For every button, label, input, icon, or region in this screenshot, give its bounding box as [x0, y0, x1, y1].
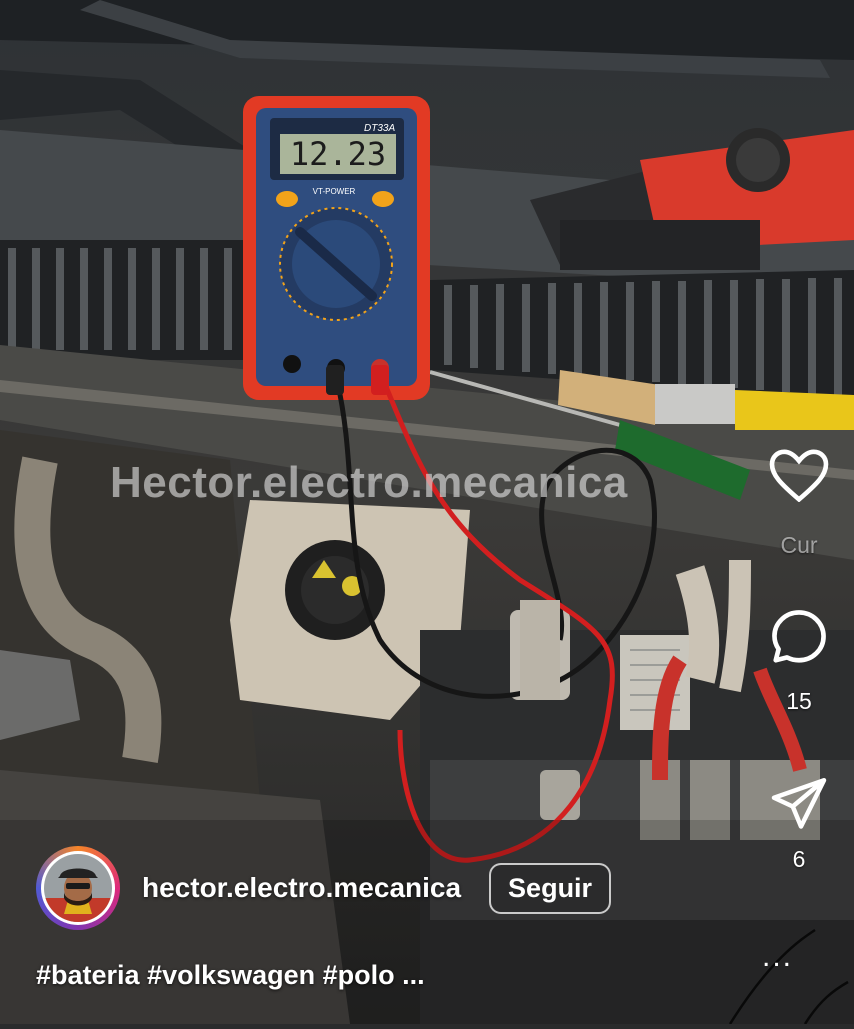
more-options-button[interactable]: ...: [762, 940, 794, 973]
multimeter-model-label: DT33A: [364, 123, 395, 134]
author-row: hector.electro.mecanica Seguir: [36, 846, 612, 930]
multimeter-reading: 12.23: [290, 135, 386, 173]
clamp-meter: [530, 128, 854, 270]
video-watermark: Hector.electro.mecanica: [110, 458, 628, 507]
share-icon[interactable]: [744, 776, 854, 832]
comment-count: 15: [786, 688, 812, 714]
heart-icon[interactable]: [744, 448, 854, 502]
vent-grille-right: [430, 270, 854, 400]
coolant-reservoir: [230, 500, 470, 720]
comment-icon[interactable]: [744, 606, 854, 668]
follow-button[interactable]: Seguir: [489, 862, 612, 914]
post-caption[interactable]: #bateria #volkswagen #polo ...: [36, 960, 425, 990]
like-action: Cur: [744, 448, 854, 559]
paint-brush: [558, 370, 854, 430]
avatar-photo: [44, 854, 112, 922]
vent-grille-left: [0, 240, 250, 360]
like-label: Cur: [780, 532, 818, 558]
share-action: 6: [744, 776, 854, 873]
multimeter: 12.23 DT33A VT-POWER: [243, 96, 430, 400]
multimeter-brand-label: VT-POWER: [313, 187, 356, 196]
comment-action: 15: [744, 606, 854, 715]
author-username[interactable]: hector.electro.mecanica: [142, 872, 462, 903]
avatar[interactable]: [36, 846, 120, 930]
share-count: 6: [792, 846, 806, 872]
